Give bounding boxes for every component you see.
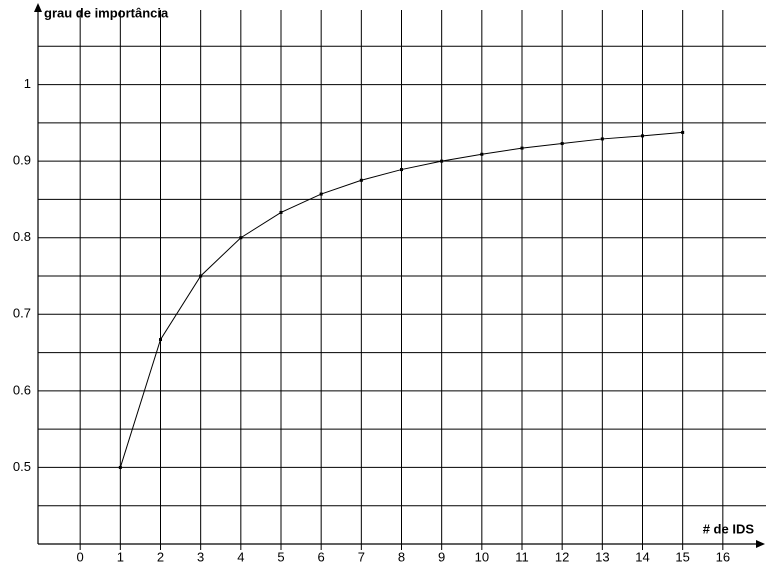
y-tick-label: 1 <box>24 76 31 91</box>
x-tick-label: 5 <box>277 549 284 564</box>
point-marker <box>520 146 524 150</box>
y-tick-label: 0.9 <box>13 153 31 168</box>
x-tick-label: 4 <box>237 549 244 564</box>
y-axis-label: grau de importância <box>44 5 169 20</box>
point-marker <box>641 134 644 138</box>
x-tick-label: 10 <box>475 549 489 564</box>
point-marker <box>359 178 363 182</box>
x-tick-label: 7 <box>358 549 365 564</box>
y-axis-arrow <box>34 3 42 12</box>
point-marker <box>239 236 243 240</box>
point-marker <box>560 142 564 146</box>
x-tick-label: 16 <box>716 549 730 564</box>
x-tick-label: 11 <box>515 549 529 564</box>
y-tick-label: 0.5 <box>13 459 31 474</box>
y-tick-label: 0.8 <box>13 229 31 244</box>
x-tick-label: 8 <box>398 549 405 564</box>
x-axis-arrow <box>756 540 765 548</box>
point-marker <box>319 192 323 196</box>
x-tick-label: 3 <box>197 549 204 564</box>
point-marker <box>159 338 162 342</box>
x-tick-label: 6 <box>318 549 325 564</box>
x-axis-label: # de IDS <box>703 521 755 536</box>
x-tick-label: 12 <box>555 549 569 564</box>
x-tick-label: 1 <box>117 549 124 564</box>
point-marker <box>400 168 403 172</box>
point-marker <box>199 274 203 278</box>
y-tick-label: 0.6 <box>13 382 31 397</box>
x-tick-label: 13 <box>595 549 609 564</box>
x-tick-label: 2 <box>157 549 164 564</box>
x-tick-label: 14 <box>635 549 649 564</box>
x-tick-label: 0 <box>77 549 84 564</box>
point-marker <box>279 210 283 214</box>
y-tick-label: 0.7 <box>13 306 31 321</box>
point-marker <box>480 152 484 156</box>
point-marker <box>440 159 444 163</box>
x-tick-label: 9 <box>438 549 445 564</box>
point-marker <box>600 137 604 141</box>
x-tick-label: 15 <box>675 549 689 564</box>
point-marker <box>681 130 685 134</box>
point-marker <box>118 465 122 469</box>
